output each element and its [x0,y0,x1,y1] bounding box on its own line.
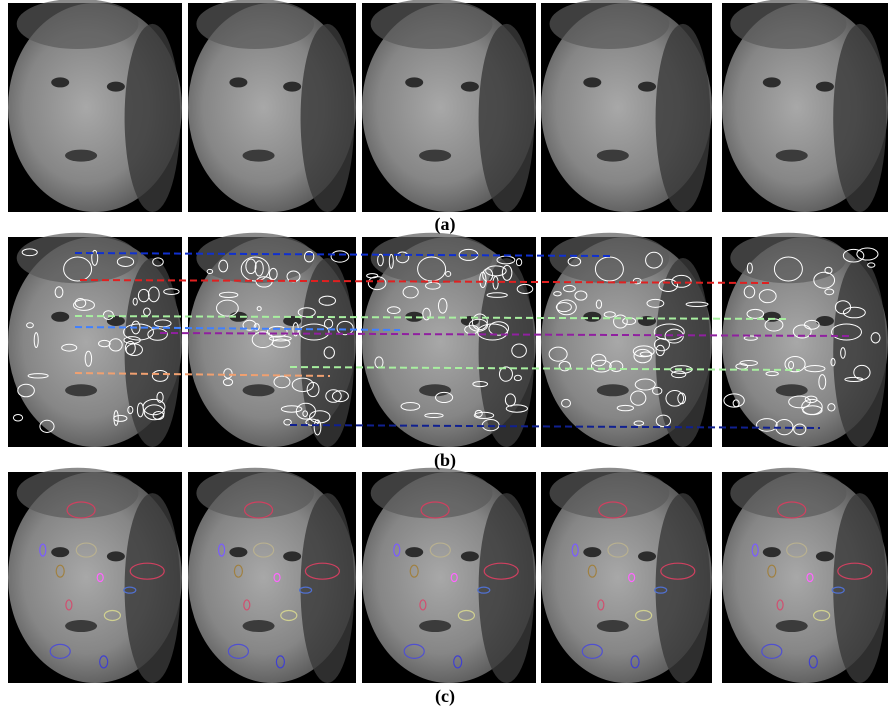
mouth [776,620,808,632]
mouth [65,620,97,632]
mouth [597,384,629,396]
eye [283,82,301,92]
eye [229,77,247,87]
mouth [243,384,275,396]
hair [301,493,355,683]
mouth [776,384,808,396]
hair [196,0,314,49]
eye [405,77,423,87]
eye [107,551,125,561]
eye [638,82,656,92]
face-image [362,0,536,212]
face-image [8,468,182,683]
face-image [362,233,536,447]
mouth [597,150,629,162]
panel-label: (a) [435,214,456,235]
eye [107,82,125,92]
eye [763,312,781,322]
hair [125,24,181,212]
eye [816,82,834,92]
eye [405,547,423,557]
hair [550,468,670,519]
hair [479,24,535,212]
mouth [419,384,451,396]
face-image [362,468,536,683]
hair [17,0,139,49]
hair [125,258,181,447]
mouth [419,150,451,162]
hair [730,0,846,49]
figure: (a) (b) (c) [0,0,890,711]
hair [196,468,314,519]
hair [17,468,139,519]
face-image [8,0,182,212]
eye [229,547,247,557]
eye [763,77,781,87]
face-image [188,0,356,212]
eye [283,551,301,561]
eye [51,547,69,557]
eye [583,547,601,557]
mouth [65,150,97,162]
face-image [8,233,182,447]
eye [461,551,479,561]
hair [371,0,493,49]
mouth [243,150,275,162]
eye [51,312,69,322]
hair [833,24,886,212]
hair [656,24,711,212]
hair [656,493,711,683]
hair [833,493,886,683]
hair [730,233,846,283]
eye [816,551,834,561]
eye [816,316,834,326]
face-image [722,0,888,212]
eye [107,316,125,326]
mouth [419,620,451,632]
hair [833,258,886,447]
image-grid [8,0,888,683]
eye [51,77,69,87]
face-image [541,233,712,447]
mouth [776,150,808,162]
eye [461,82,479,92]
eye [583,77,601,87]
hair [371,233,493,283]
face-image [188,233,356,447]
eye [583,312,601,322]
hair [196,233,314,283]
face-image [722,468,888,683]
mouth [597,620,629,632]
hair [550,0,670,49]
hair [730,468,846,519]
panel-label: (b) [434,450,456,471]
eye [763,547,781,557]
face-image [541,468,712,683]
mouth [65,384,97,396]
hair [371,468,493,519]
hair [301,24,355,212]
panel-label: (c) [435,686,455,707]
face-image [188,468,356,683]
face-image [722,233,888,447]
eye [638,551,656,561]
mouth [243,620,275,632]
hair [550,233,670,283]
face-image [541,0,712,212]
